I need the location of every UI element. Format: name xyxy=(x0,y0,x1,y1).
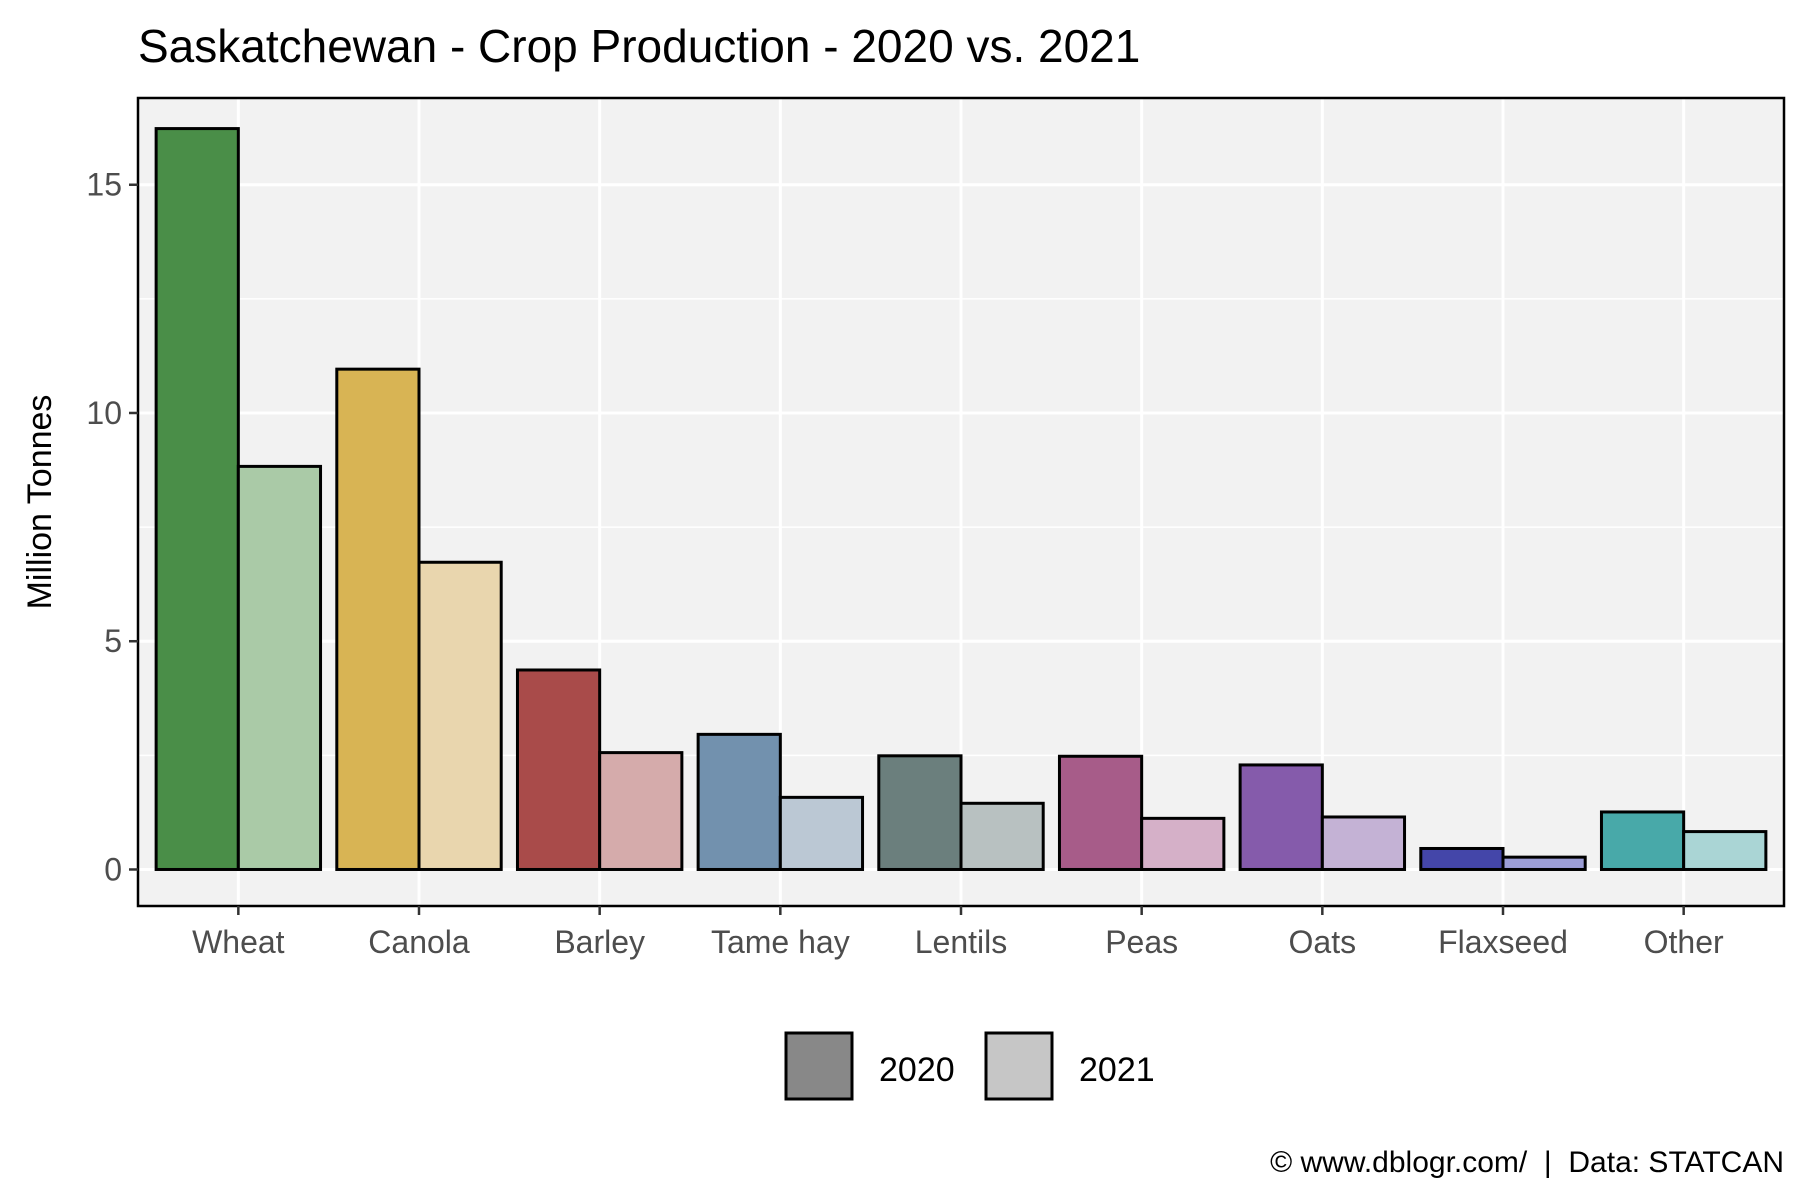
y-axis-title: Million Tonnes xyxy=(21,395,59,610)
bar-2020-tame-hay xyxy=(696,732,782,871)
bar-2020-canola xyxy=(335,367,421,871)
bar-2020-barley xyxy=(515,668,602,871)
bar-2021-other xyxy=(1682,830,1768,871)
bar-2021-peas xyxy=(1140,816,1226,871)
bar-2021-flaxseed xyxy=(1501,855,1587,871)
legend-key-2020 xyxy=(784,1031,854,1101)
bar-2021-tame-hay xyxy=(778,795,865,871)
bar-2021-oats xyxy=(1320,815,1407,871)
bar-2021-canola xyxy=(417,560,503,871)
x-tick-label: Lentils xyxy=(915,924,1008,960)
chart-title: Saskatchewan - Crop Production - 2020 vs… xyxy=(138,20,1140,72)
bars xyxy=(154,127,1768,871)
bar-2021-wheat xyxy=(236,464,323,871)
legend-label-2020: 2020 xyxy=(879,1051,955,1089)
x-tick-label: Tame hay xyxy=(711,924,850,960)
legend: 2020 2021 xyxy=(784,1031,1155,1101)
y-tick-label: 15 xyxy=(86,167,122,203)
x-tick-label: Peas xyxy=(1105,924,1178,960)
bar-2021-barley xyxy=(598,751,684,871)
y-tick-label: 5 xyxy=(104,623,122,659)
bar-2020-wheat xyxy=(154,127,240,871)
x-tick-label: Other xyxy=(1644,924,1724,960)
x-tick-label: Barley xyxy=(554,924,645,960)
axes: 0 5 10 15 Wheat Canola Barley Tame hay Lentils Pe… xyxy=(86,167,1724,960)
x-tick-label: Wheat xyxy=(192,924,285,960)
source-caption: © www.dblogr.com/ | Data: STATCAN xyxy=(1270,1146,1784,1179)
legend-key-2021 xyxy=(984,1031,1054,1101)
bar-2020-oats xyxy=(1238,763,1324,871)
bar-2021-lentils xyxy=(959,801,1045,871)
y-tick-label: 0 xyxy=(104,851,122,887)
bar-2020-peas xyxy=(1057,754,1144,871)
x-tick-label: Oats xyxy=(1289,924,1357,960)
legend-label-2021: 2021 xyxy=(1079,1051,1155,1089)
y-tick-label: 10 xyxy=(86,395,122,431)
x-tick-label: Flaxseed xyxy=(1438,924,1568,960)
bar-2020-flaxseed xyxy=(1419,846,1505,871)
bar-2020-lentils xyxy=(877,754,963,871)
bar-2020-other xyxy=(1599,810,1686,871)
x-tick-label: Canola xyxy=(368,924,470,960)
